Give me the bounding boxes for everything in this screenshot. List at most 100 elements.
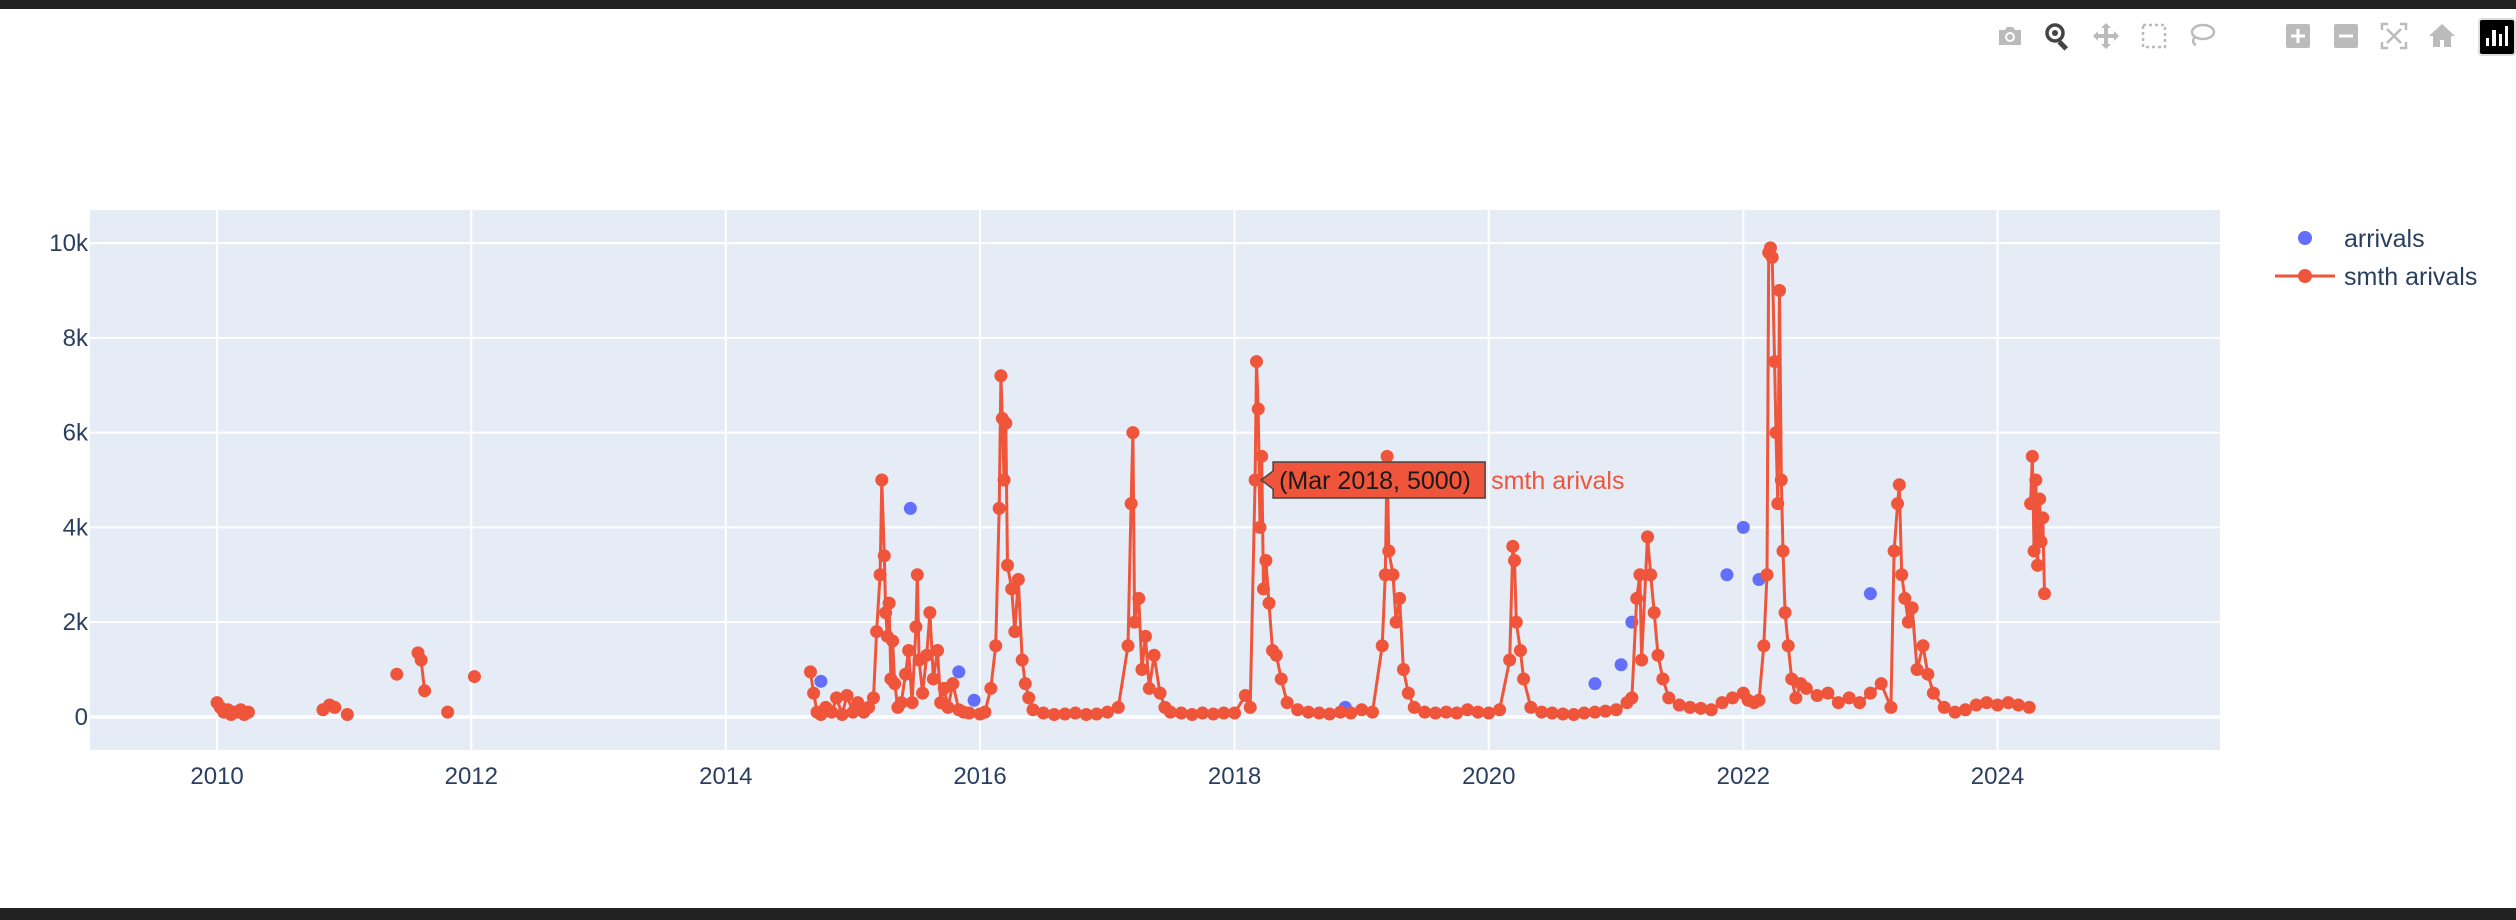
- smth-arivals-point: [1884, 700, 1898, 714]
- arrivals-point: [967, 693, 981, 707]
- y-tick-label: 2k: [63, 609, 89, 636]
- smth-arivals-point: [2036, 511, 2050, 525]
- smth-arivals-point: [2029, 473, 2043, 487]
- smth-arivals-point: [1704, 703, 1718, 717]
- smth-arivals-point: [1005, 582, 1019, 596]
- smth-arivals-point: [1577, 706, 1591, 720]
- arrivals-point: [814, 674, 828, 688]
- smth-arivals-point: [1126, 426, 1140, 440]
- window-bottom-edge: [0, 908, 2516, 920]
- smth-arivals-point: [1768, 355, 1782, 369]
- smth-arivals-point: [946, 677, 960, 691]
- smth-arivals-point: [1651, 648, 1665, 662]
- zoom-out-icon[interactable]: [2326, 16, 2366, 56]
- lasso-icon[interactable]: [2182, 16, 2222, 56]
- smth-arivals-point: [1323, 707, 1337, 721]
- smth-arivals-point: [1047, 707, 1061, 721]
- camera-icon[interactable]: [1990, 16, 2030, 56]
- plotly-logo-icon[interactable]: [2478, 18, 2516, 56]
- smth-arivals-point: [1461, 703, 1475, 717]
- smth-arivals-point: [1656, 672, 1670, 686]
- smth-arivals-point: [1396, 662, 1410, 676]
- smth-arivals-point: [1662, 691, 1676, 705]
- smth-arivals-point: [830, 691, 844, 705]
- zoom-in-icon[interactable]: [2278, 16, 2318, 56]
- smth-arivals-point: [1090, 707, 1104, 721]
- smth-arivals-point: [1132, 591, 1146, 605]
- hover-series-name: smth arivals: [1491, 467, 1624, 495]
- smth-arivals-point: [1715, 696, 1729, 710]
- smth-arivals-point: [1789, 691, 1803, 705]
- smth-arivals-point: [1036, 706, 1050, 720]
- smth-arivals-point: [1344, 706, 1358, 720]
- smth-arivals-point: [328, 700, 342, 714]
- arrivals-point: [1720, 568, 1734, 582]
- reset-axes-icon[interactable]: [2422, 16, 2462, 56]
- smth-arivals-point: [1958, 703, 1972, 717]
- smth-arivals-point: [1726, 691, 1740, 705]
- smth-arivals-point: [1771, 497, 1785, 511]
- smth-arivals-point: [931, 644, 945, 658]
- traces: [210, 241, 2052, 721]
- smth-arivals-point: [1068, 706, 1082, 720]
- smth-arivals-point: [1291, 703, 1305, 717]
- smth-arivals-point: [1694, 701, 1708, 715]
- smth-arivals-point: [1355, 703, 1369, 717]
- smth-arivals-point: [909, 620, 923, 634]
- smth-arivals-point: [1799, 681, 1813, 695]
- smth-arivals-point: [840, 689, 854, 703]
- smth-arivals-point: [1926, 686, 1940, 700]
- smth-arivals-point: [1781, 639, 1795, 653]
- smth-arivals-point: [1647, 606, 1661, 620]
- y-tick-label: 10k: [49, 230, 89, 257]
- smth-arivals-point: [1142, 681, 1156, 695]
- x-tick-label: 2010: [190, 763, 243, 790]
- smth-arivals-point: [1482, 706, 1496, 720]
- smth-arivals-point: [340, 707, 354, 721]
- hover-label-box: [1259, 461, 1486, 499]
- box-select-icon[interactable]: [2134, 16, 2174, 56]
- zoom-icon[interactable]: [2038, 16, 2078, 56]
- smth-arivals-point: [1937, 700, 1951, 714]
- smth-arivals-point: [1588, 705, 1602, 719]
- x-tick-label: 2020: [1462, 763, 1515, 790]
- x-axis-ticks: 2010 2012 2014 2016 2018 2020 2022 2024: [190, 763, 2024, 790]
- x-tick-label: 2022: [1717, 763, 1770, 790]
- arrivals-point: [1863, 587, 1877, 601]
- smth-arivals-point: [1821, 686, 1835, 700]
- smth-arivals-point: [1274, 672, 1288, 686]
- legend-item-arrivals[interactable]: arrivals: [2298, 225, 2425, 253]
- smth-arivals-point: [1428, 706, 1442, 720]
- smth-arivals-point: [1769, 426, 1783, 440]
- smth-arivals-point: [1380, 449, 1394, 463]
- smth-arivals-point: [1251, 402, 1265, 416]
- legend-marker-arrivals: [2298, 231, 2312, 245]
- pan-icon[interactable]: [2086, 16, 2126, 56]
- smth-arivals-point: [1026, 703, 1040, 717]
- smth-arivals-point: [894, 696, 908, 710]
- autoscale-icon[interactable]: [2374, 16, 2414, 56]
- legend[interactable]: arrivals smth arivals: [2275, 225, 2477, 291]
- arrivals-point: [1736, 520, 1750, 534]
- smth-arivals-point: [1810, 689, 1824, 703]
- smth-arivals-point: [1262, 596, 1276, 610]
- smth-arivals-point: [1535, 705, 1549, 719]
- smth-arivals-point: [870, 625, 884, 639]
- arrivals-point: [903, 501, 917, 515]
- smth-arivals-point: [1439, 705, 1453, 719]
- smth-arivals-point: [2025, 449, 2039, 463]
- smth-arivals-point: [1905, 601, 1919, 615]
- smth-arivals-point: [1556, 707, 1570, 721]
- smth-arivals-point: [916, 686, 930, 700]
- legend-item-smth-arivals[interactable]: smth arivals: [2275, 263, 2477, 291]
- smth-arivals-point: [1916, 639, 1930, 653]
- smth-arivals-point: [807, 686, 821, 700]
- smth-arivals-point: [1635, 653, 1649, 667]
- smth-arivals-point: [899, 667, 913, 681]
- smth-arivals-point: [1567, 707, 1581, 721]
- smth-arivals-point: [1874, 677, 1888, 691]
- smth-arivals-point: [1921, 667, 1935, 681]
- smth-arivals-point: [1644, 568, 1658, 582]
- smth-arivals-point: [1228, 706, 1242, 720]
